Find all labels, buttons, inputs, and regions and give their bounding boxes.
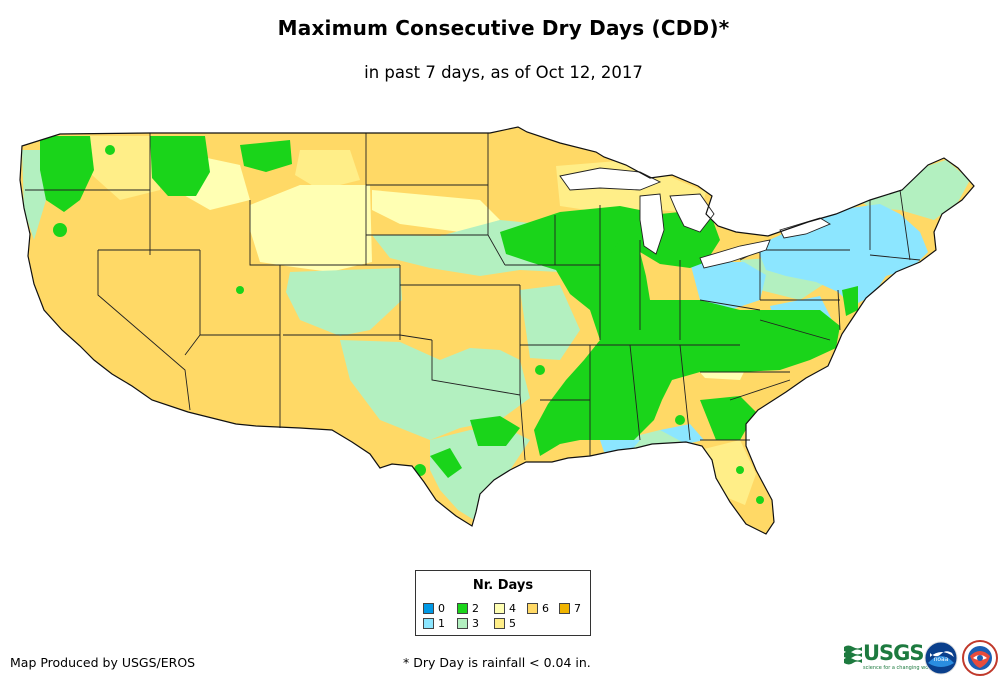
usgs-wordmark: USGS [863,641,925,665]
noaa-label: noaa [934,656,949,663]
dry-day-note: * Dry Day is rainfall < 0.04 in. [403,655,591,670]
map-subtitle: in past 7 days, as of Oct 12, 2017 [364,63,643,82]
usgs-wave-icon [844,645,862,665]
legend-title: Nr. Days [472,578,534,593]
legend-label-0: 0 [438,602,445,615]
legend-swatch-3 [457,618,468,629]
noaa-logo-icon: noaa [924,641,958,675]
legend-label-7: 7 [574,602,581,615]
legend-swatch-1 [423,618,434,629]
legend-label-6: 6 [542,602,549,615]
legend-swatch-2 [457,603,468,614]
producer-credit: Map Produced by USGS/EROS [10,655,196,670]
category-2-zones [40,136,858,478]
legend-label-4: 4 [509,602,516,615]
legend-label-3: 3 [472,617,479,630]
legend-swatch-5 [494,618,505,629]
legend-swatch-7 [559,603,570,614]
green-speckles [53,145,805,504]
map-title: Maximum Consecutive Dry Days (CDD)* [277,16,730,40]
cdd-map [19,126,975,535]
usgs-logo: USGS science for a changing world [844,641,935,675]
legend-swatch-4 [494,603,505,614]
legend-label-5: 5 [509,617,516,630]
nws-logo-icon [962,640,998,676]
legend-swatch-0 [423,603,434,614]
legend-label-2: 2 [472,602,479,615]
great-lakes [559,167,831,269]
usgs-tagline: science for a changing world [863,665,935,671]
legend: Nr. Days 0 1 2 3 4 5 6 7 [415,570,591,636]
cdd-raster [20,127,974,534]
legend-label-1: 1 [438,617,445,630]
legend-swatch-6 [527,603,538,614]
